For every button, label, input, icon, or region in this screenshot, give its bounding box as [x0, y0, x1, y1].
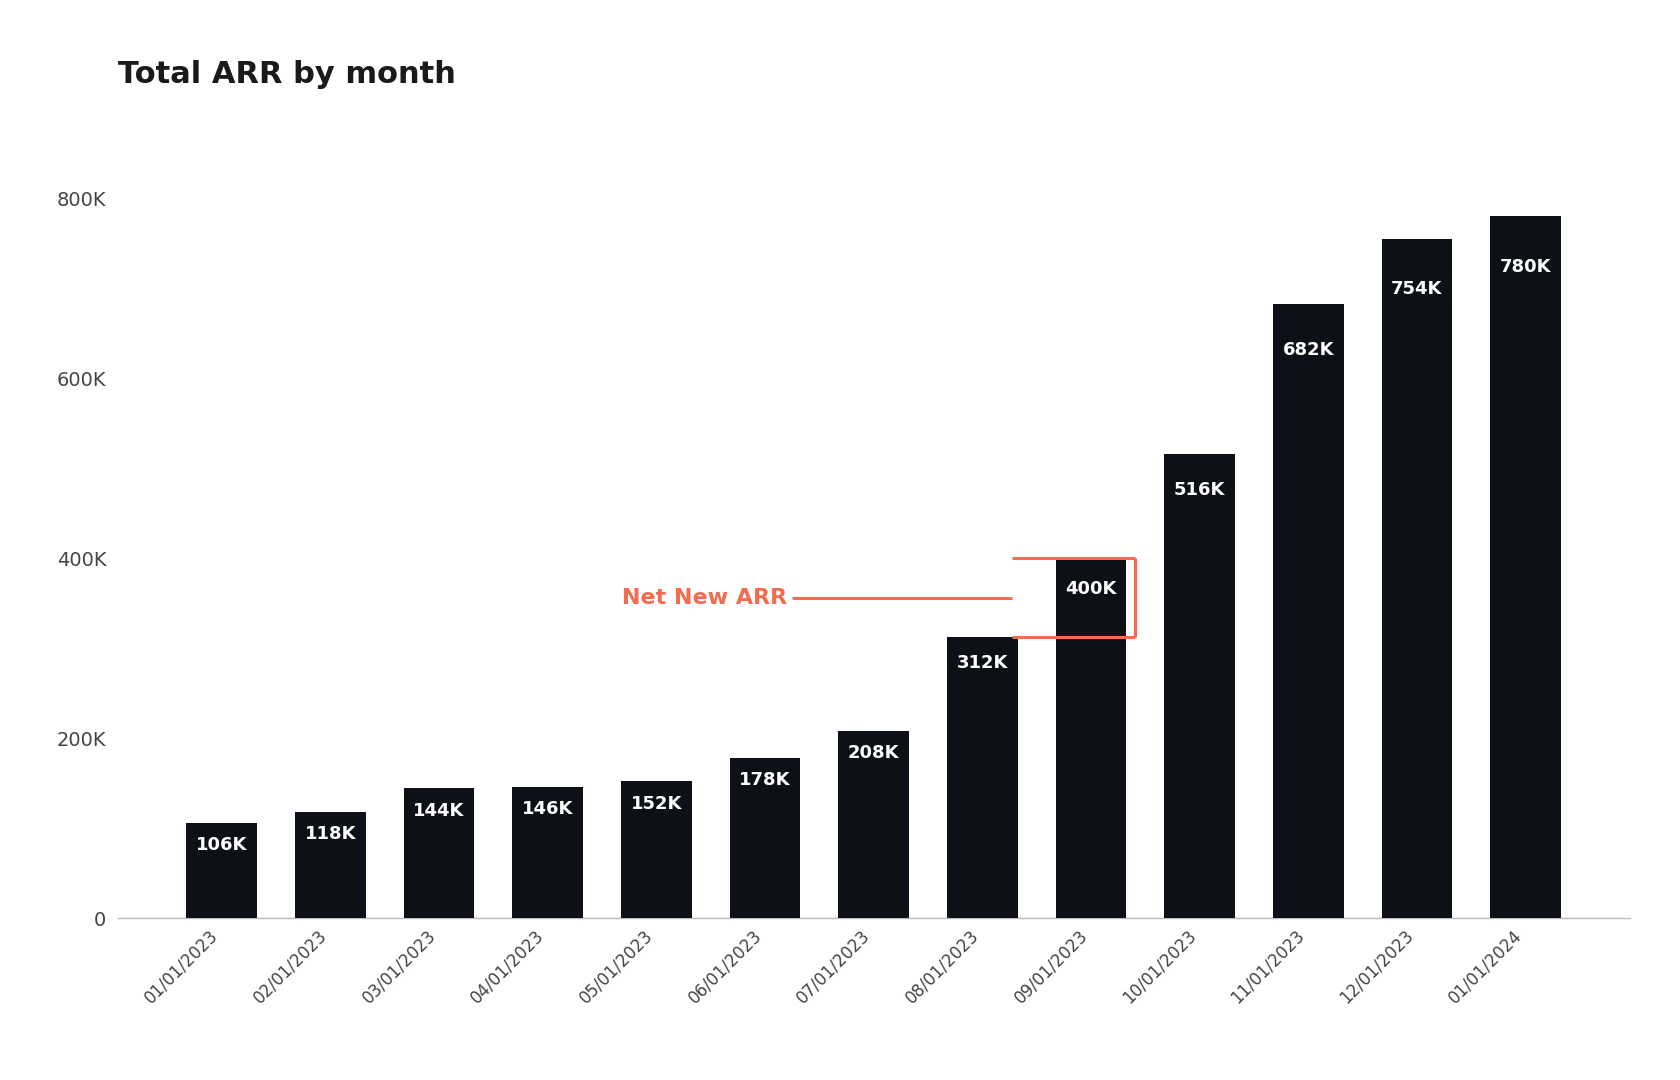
Bar [948, 637, 1018, 918]
Text: 682K: 682K [1282, 341, 1334, 359]
Text: 208K: 208K [848, 744, 899, 762]
Bar [1055, 558, 1126, 918]
Bar [1490, 216, 1561, 918]
Bar [403, 788, 474, 918]
Text: 144K: 144K [413, 801, 465, 820]
Text: 146K: 146K [522, 800, 573, 819]
Text: Total ARR by month: Total ARR by month [118, 60, 455, 89]
Text: 516K: 516K [1174, 482, 1225, 499]
Text: 312K: 312K [956, 654, 1008, 672]
Text: 118K: 118K [304, 825, 356, 843]
Bar [1273, 305, 1344, 918]
Text: 754K: 754K [1391, 280, 1443, 298]
Bar [838, 731, 909, 918]
Bar [512, 786, 583, 918]
Text: 780K: 780K [1500, 258, 1551, 276]
Bar [1381, 240, 1452, 918]
Bar [296, 812, 366, 918]
Bar [622, 781, 692, 918]
Bar [729, 758, 800, 918]
Bar [186, 823, 257, 918]
Text: 400K: 400K [1065, 580, 1117, 597]
Text: Net New ARR: Net New ARR [622, 588, 786, 608]
Text: 106K: 106K [197, 836, 247, 854]
Text: 178K: 178K [739, 771, 791, 789]
Text: 152K: 152K [630, 795, 682, 812]
Bar [1164, 454, 1235, 918]
